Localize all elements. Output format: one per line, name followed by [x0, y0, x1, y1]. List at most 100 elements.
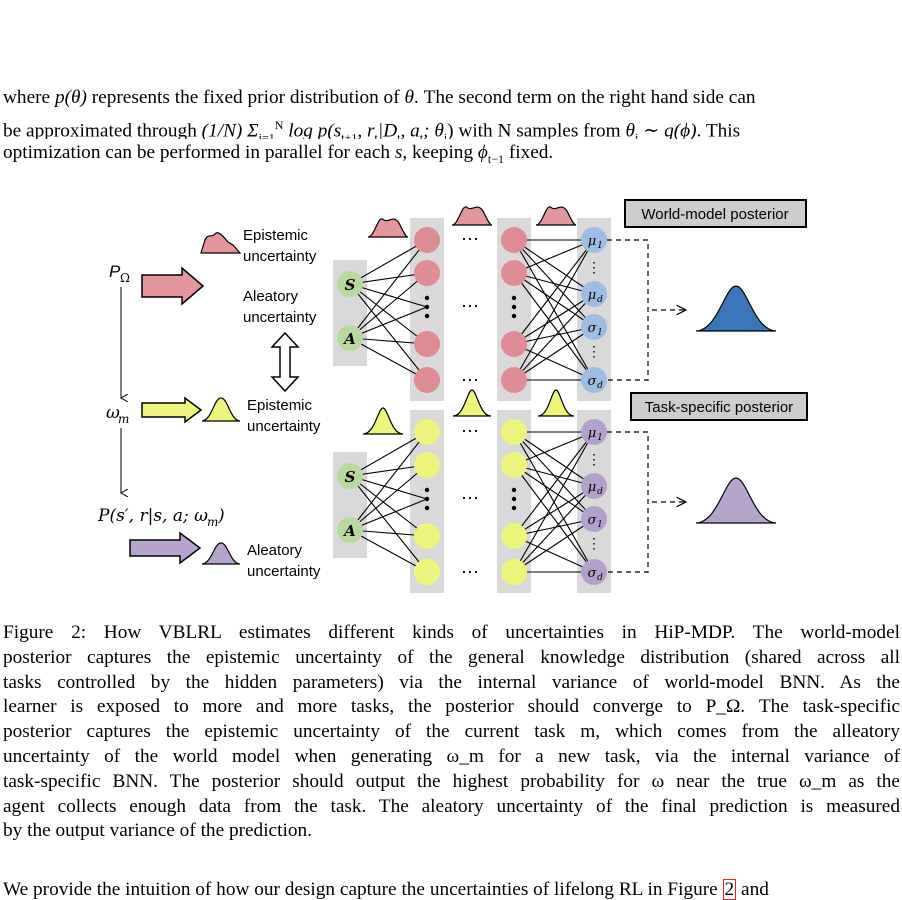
vdots: ⋮: [587, 536, 601, 552]
input-node-world: [337, 271, 363, 297]
edge: [513, 431, 595, 487]
world-posterior-gaussian: [695, 285, 777, 332]
caption-line-7: task-specific BNN. The posterior should …: [3, 770, 900, 792]
edge: [513, 431, 595, 537]
edge: [513, 293, 595, 381]
vdots: ⋮: [587, 452, 601, 468]
hidden-node-task: [501, 452, 527, 478]
output-node-world: [581, 227, 607, 253]
svg-text:P: P: [109, 262, 121, 281]
task-shape-mid: [452, 389, 492, 417]
vdots: [511, 304, 517, 310]
epistemic-label-1b: uncertainty: [243, 248, 317, 265]
edge: [513, 239, 595, 274]
output-sub-world: 1: [597, 241, 603, 251]
output-sub-world: 1: [597, 328, 603, 338]
task-posterior-gaussian: [695, 477, 777, 524]
edge: [513, 326, 595, 345]
output-label-world: σ: [588, 374, 598, 389]
hidden-node-task: [501, 559, 527, 585]
output-label-task: σ: [588, 566, 598, 581]
output-label-task: μ: [588, 426, 596, 441]
vdots: [424, 496, 430, 502]
edge: [349, 475, 428, 537]
output-node-task: [581, 506, 607, 532]
ellipsis: ⋯: [461, 296, 479, 317]
dashed-bracket-world: [607, 239, 649, 381]
edge: [513, 535, 595, 573]
edge: [349, 337, 428, 381]
svg-text:): ): [217, 506, 225, 526]
caption-line-4: learner is exposed to more and more task…: [3, 696, 900, 718]
figure-2-diagram: P Ω ω m P(s′, r|s, a; ω m ) Epistemic un…: [97, 199, 808, 593]
input-label-a-world: A: [342, 330, 356, 348]
edge: [513, 464, 595, 487]
red-block-arrow: [141, 266, 205, 306]
intro-line-3: optimization can be performed in paralle…: [3, 142, 554, 166]
hidden-node-task: [414, 559, 440, 585]
output-label-world: σ: [588, 321, 598, 336]
vdots: [511, 313, 517, 319]
vdots: [424, 304, 430, 310]
caption-line-3: tasks controlled by the hidden parameter…: [3, 671, 900, 693]
edge: [513, 343, 595, 381]
epistemic-label-1a: Epistemic: [243, 227, 309, 244]
aleatory-task-shape: [201, 542, 241, 565]
hidden-node-world: [414, 227, 440, 253]
output-sub-task: d: [597, 487, 603, 497]
edge: [349, 239, 428, 339]
edge: [349, 529, 428, 573]
output-sub-task: 1: [597, 433, 603, 443]
hidden-node-world: [501, 331, 527, 357]
input-label-s-world: S: [345, 276, 356, 294]
edge: [513, 464, 595, 520]
figure-ref-link[interactable]: 2: [722, 879, 737, 900]
world-shape-mid: [451, 206, 493, 226]
hidden-node-world: [501, 367, 527, 393]
edge: [349, 475, 428, 573]
edge: [349, 283, 428, 308]
next-paragraph-start: We provide the intuition of how our desi…: [3, 879, 769, 900]
world-shape-out: [535, 206, 577, 226]
edge: [513, 431, 595, 466]
intro-paragraph: where p(θ) represents the fixed prior di…: [3, 84, 901, 167]
ellipsis: ⋯: [461, 421, 479, 442]
svg-text:World-model posterior: World-model posterior: [641, 206, 788, 223]
intro-line-1: where p(θ) represents the fixed prior di…: [3, 87, 756, 108]
edge: [513, 272, 595, 328]
hidden-node-world: [414, 260, 440, 286]
edge: [349, 464, 428, 531]
hidden-node-world: [501, 260, 527, 286]
double-arrow: [270, 331, 300, 393]
edge: [349, 498, 428, 531]
edge: [513, 431, 595, 573]
output-node-task: [581, 473, 607, 499]
omega-m-label: ω m: [106, 403, 129, 426]
hidden-node-task: [501, 523, 527, 549]
dashed-bracket-task: [607, 431, 649, 573]
vdots: [511, 496, 517, 502]
hidden-node-task: [414, 523, 440, 549]
yellow-block-arrow: [141, 396, 203, 424]
epistemic-task-shape: [201, 397, 241, 422]
output-node-world: [581, 314, 607, 340]
edge: [513, 485, 595, 573]
svg-text:Task-specific posterior: Task-specific posterior: [645, 399, 793, 416]
vdots: [511, 505, 517, 511]
figure-caption: Figure 2: How VBLRL estimates different …: [3, 621, 900, 844]
vdots: [424, 313, 430, 319]
input-node-world: [337, 325, 363, 351]
caption-line-2: posterior captures the epistemic uncerta…: [3, 646, 900, 668]
input-node-task: [337, 517, 363, 543]
p-omega-label: P Ω: [109, 262, 130, 285]
vdots: ⋮: [587, 260, 601, 276]
hidden-node-task: [501, 419, 527, 445]
output-sub-world: d: [597, 295, 603, 305]
output-sub-world: d: [597, 381, 603, 391]
hidden-node-world: [414, 331, 440, 357]
edge: [513, 239, 595, 345]
input-label-s-task: S: [345, 468, 356, 486]
aleatory-label-2b: uncertainty: [247, 563, 321, 580]
output-node-task: [581, 559, 607, 585]
epistemic-world-shape: [200, 232, 242, 254]
